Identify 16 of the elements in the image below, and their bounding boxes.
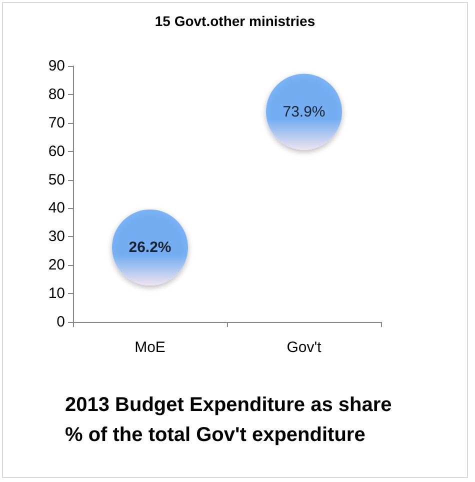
y-tick-label: 80	[48, 86, 65, 103]
data-label: 73.9%	[282, 103, 326, 120]
y-tick-label: 90	[48, 58, 65, 74]
y-tick-label: 20	[48, 256, 65, 274]
data-label: 26.2%	[128, 238, 172, 256]
y-tick-label: 10	[48, 285, 65, 302]
x-tick-label: Gov't	[286, 339, 322, 356]
y-tick-label: 60	[48, 142, 65, 160]
x-tick-label: MoE	[134, 339, 166, 356]
y-tick-label: 30	[48, 228, 65, 246]
y-tick-label: 40	[48, 200, 65, 217]
chart-title: 15 Govt.other ministries	[154, 13, 316, 29]
y-tick-label: 50	[48, 171, 65, 188]
y-tick-label: 0	[56, 314, 65, 330]
x-axis-title: 2013 Budget Expenditure as share % of the total Gov't expenditure	[65, 394, 398, 446]
y-tick-label: 70	[48, 114, 65, 132]
